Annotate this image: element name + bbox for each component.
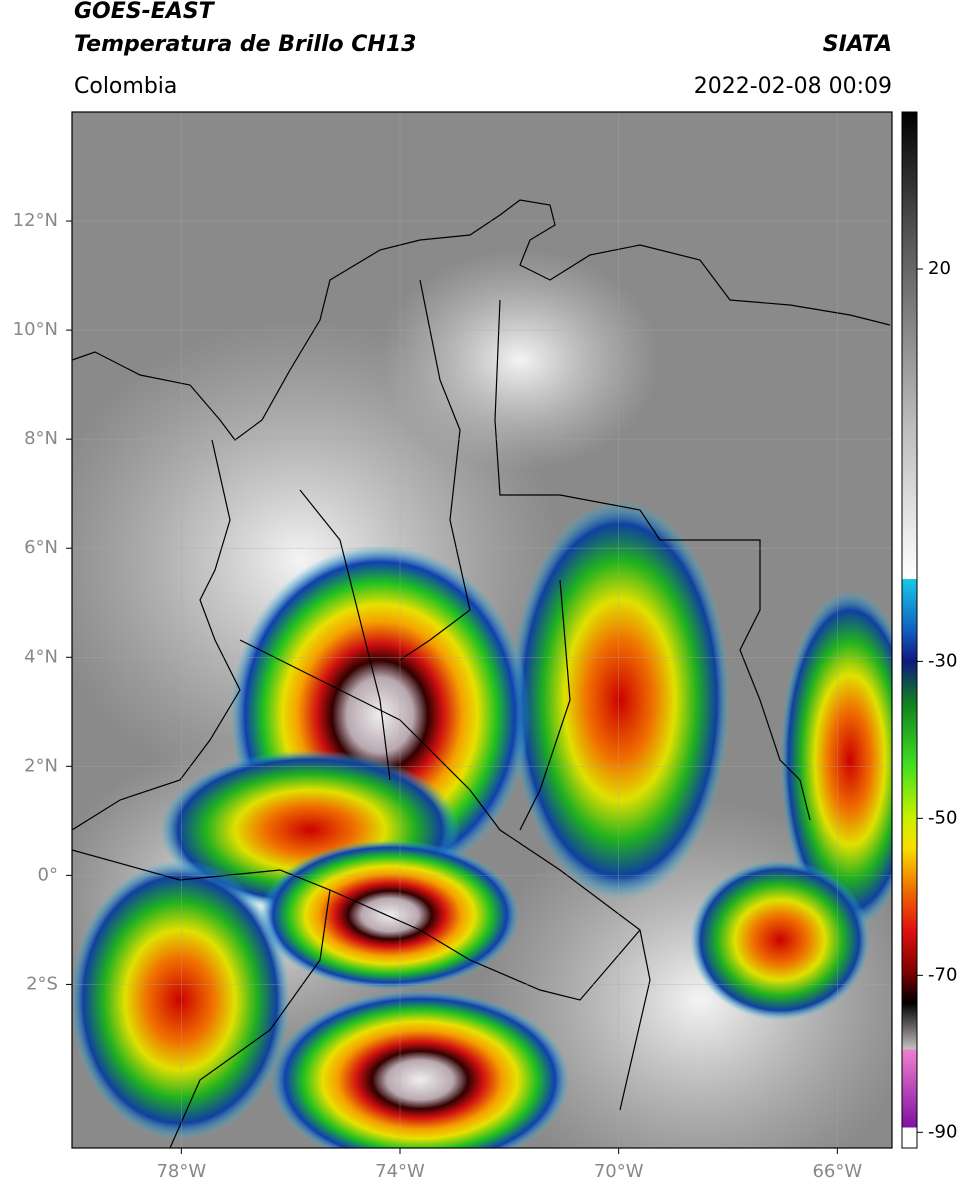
graticule [72, 112, 892, 1148]
y-tick-label: 12°N [13, 210, 58, 231]
x-tick-label: 66°W [812, 1161, 862, 1182]
y-tick-label: 2°N [24, 755, 58, 776]
x-tick-label: 74°W [375, 1161, 425, 1182]
colorbar [901, 111, 918, 1149]
title: GOES-EAST [74, 0, 216, 24]
colorbar-tick-label: -70 [928, 964, 957, 985]
source: SIATA [823, 32, 892, 57]
x-tick-label: 78°W [156, 1161, 206, 1182]
colorbar-tick-label: 20 [928, 258, 951, 279]
satellite-image [72, 112, 892, 1148]
subtitle: Temperatura de Brillo CH13 [74, 32, 416, 57]
colorbar-tick-label: -90 [928, 1121, 957, 1142]
datetime: 2022-02-08 00:09 [694, 74, 892, 99]
x-tick-label: 70°W [594, 1161, 644, 1182]
y-tick-label: 2°S [26, 973, 58, 994]
region: Colombia [74, 74, 177, 99]
colorbar-tick-label: -50 [928, 807, 957, 828]
y-tick-label: 6°N [24, 537, 58, 558]
colorbar-tick-label: -30 [928, 650, 957, 671]
y-tick-label: 4°N [24, 646, 58, 667]
y-tick-label: 10°N [13, 319, 58, 340]
y-tick-label: 8°N [24, 428, 58, 449]
map-frame [71, 111, 893, 1149]
y-tick-label: 0° [38, 864, 58, 885]
